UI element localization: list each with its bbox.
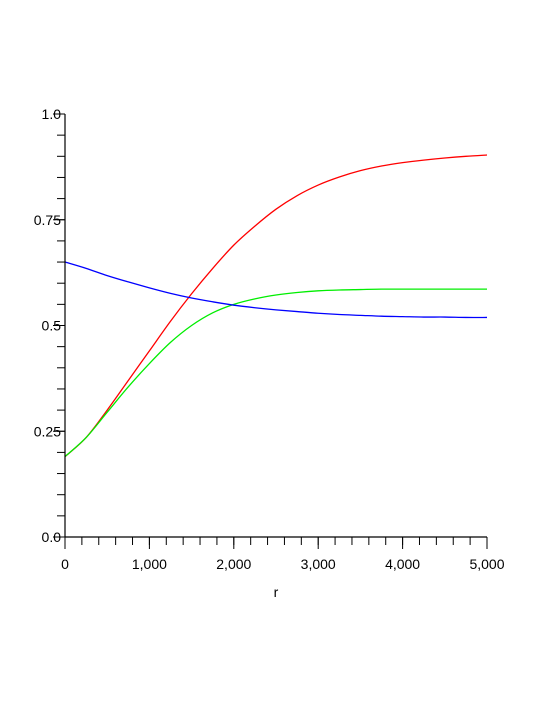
x-tick-label: 3,000 bbox=[301, 556, 336, 572]
series-line-1 bbox=[64, 154, 488, 458]
ticks-layer: 0 1,000 2,000 3,000 4,000 5,000 0.0 0.25 0.5 0.75… bbox=[34, 106, 505, 572]
y-tick-label: 1.0 bbox=[42, 106, 62, 122]
x-tick-label: 2,000 bbox=[216, 556, 251, 572]
y-tick-label: 0.5 bbox=[42, 318, 62, 334]
x-tick-label: 1,000 bbox=[132, 556, 167, 572]
x-axis-title: r bbox=[274, 584, 279, 600]
x-tick-label: 0 bbox=[61, 556, 69, 572]
series-line-3 bbox=[64, 261, 488, 319]
x-tick-label: 5,000 bbox=[469, 556, 504, 572]
y-tick-label: 0.75 bbox=[34, 212, 61, 228]
y-tick-label: 0.0 bbox=[42, 529, 62, 545]
series-layer bbox=[64, 154, 488, 458]
y-tick-label: 0.25 bbox=[34, 423, 61, 439]
axes-layer bbox=[64, 114, 487, 538]
x-tick-label: 4,000 bbox=[385, 556, 420, 572]
series-line-2 bbox=[64, 288, 487, 458]
